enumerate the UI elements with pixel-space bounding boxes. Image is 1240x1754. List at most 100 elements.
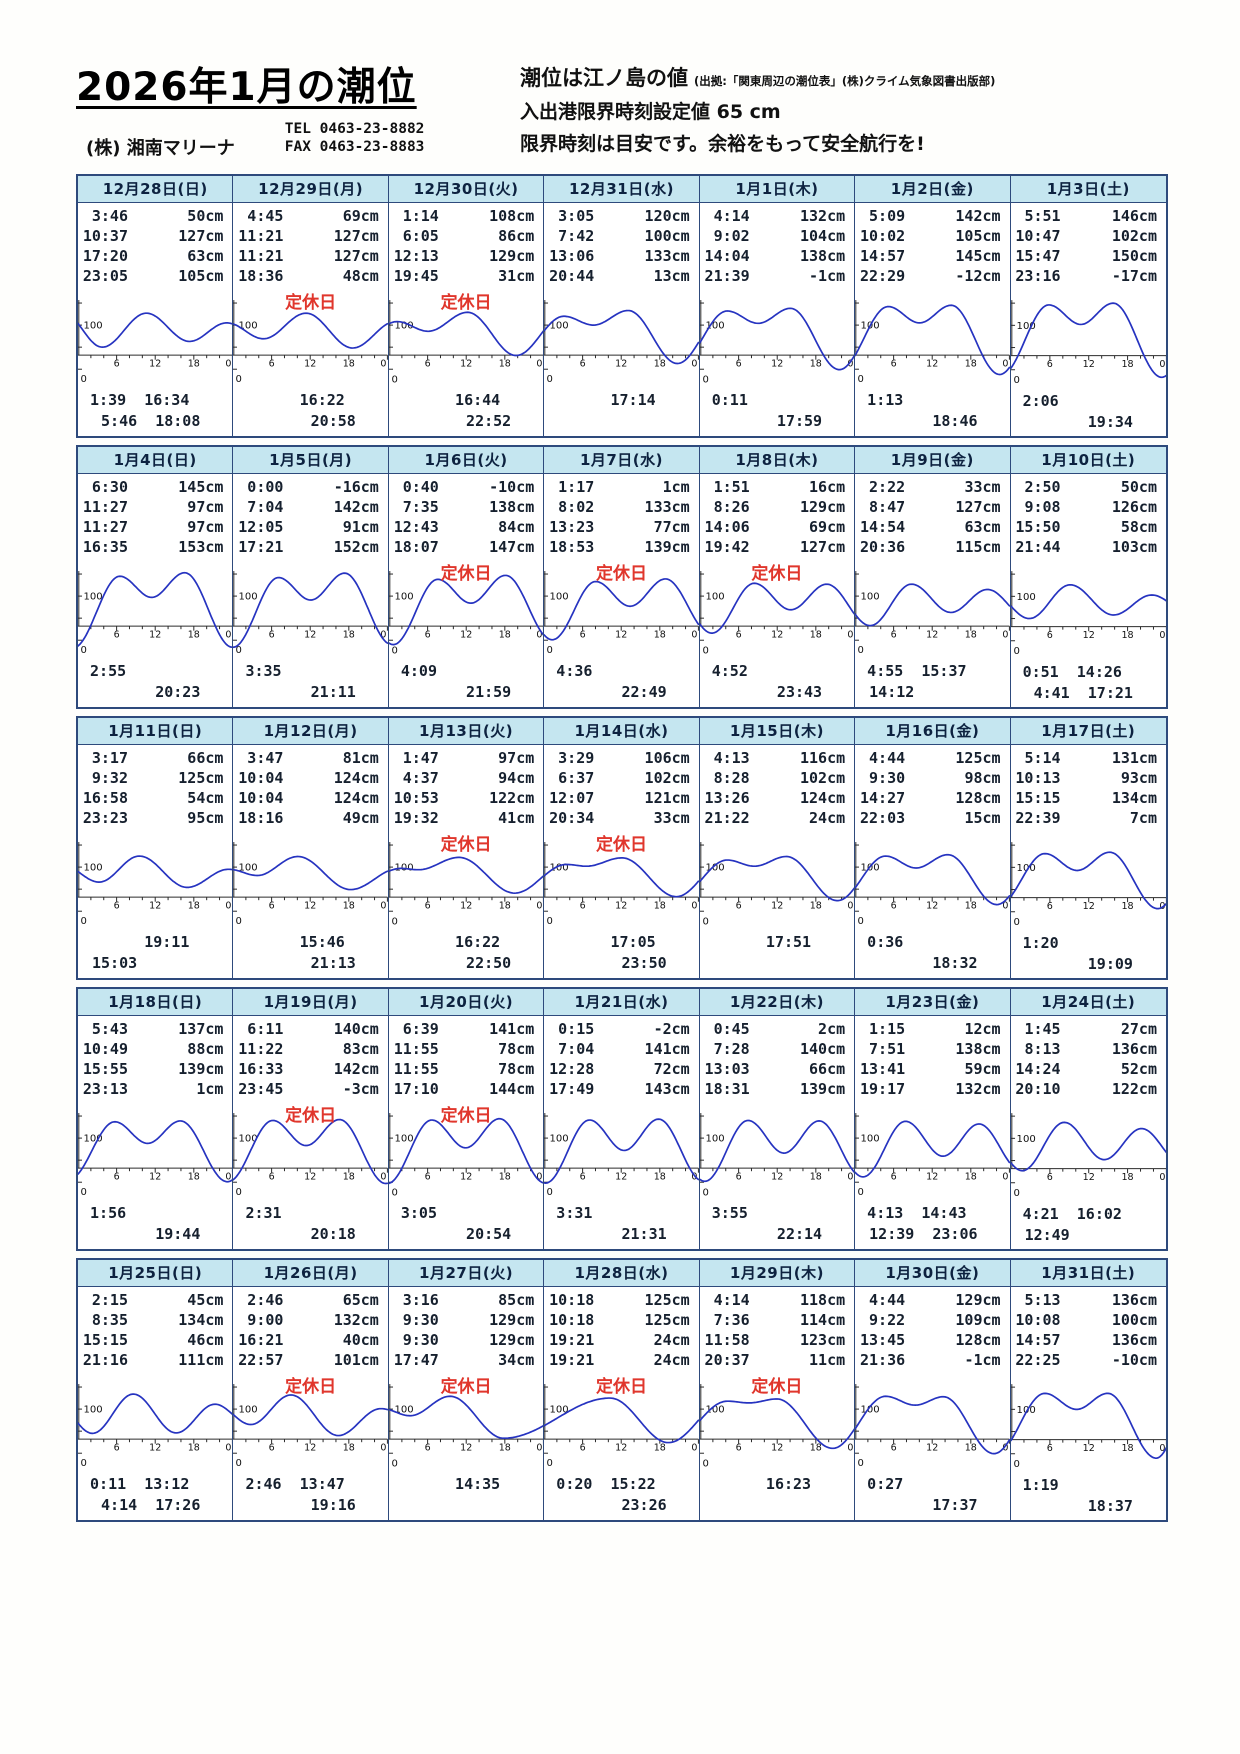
tide-row: 0:00 -16cm — [233, 477, 387, 497]
limit-times-line2: 22:50 — [402, 954, 512, 973]
tide-list: 3:16 85cm 9:30 129cm 9:30 129cm 17:47 34cm — [389, 1290, 543, 1370]
tide-chart-area: 100 0 6 12 18 0 — [855, 830, 1010, 932]
tide-chart: 100 0 6 12 18 0 — [78, 300, 233, 385]
tide-height: -2cm — [653, 1019, 690, 1038]
tide-list: 5:13 136cm 10:08 100cm 14:57 136cm 22:25 -10cm — [1011, 1290, 1166, 1370]
tide-list: 2:22 33cm 8:47 127cm 14:54 63cm 20:36 115cm — [855, 477, 1009, 557]
svg-text:12: 12 — [1082, 1443, 1094, 1454]
tide-row: 16:21 40cm — [233, 1330, 387, 1350]
tide-row: 5:13 136cm — [1011, 1290, 1166, 1310]
tide-chart: 100 0 6 12 18 0 — [855, 1383, 1010, 1469]
tide-row: 13:03 66cm — [700, 1059, 854, 1079]
tide-time: 7:35 — [402, 497, 439, 516]
tide-height: 143cm — [644, 1079, 690, 1098]
day-header: 1月17日(土) — [1041, 721, 1136, 740]
tide-chart-area: 100 0 6 12 18 0 — [1010, 1372, 1166, 1475]
week-body-row: 3:17 66cm 9:32 125cm 16:58 54cm 23:23 95cm 100 0 6… — [78, 744, 1166, 978]
tide-height: 142cm — [333, 1059, 379, 1078]
tide-row: 23:13 1cm — [78, 1079, 232, 1099]
svg-text:18: 18 — [499, 630, 511, 641]
tide-time: 10:47 — [1015, 227, 1061, 245]
tide-height: 97cm — [187, 517, 224, 536]
week-header-row: 12月28日(日) 12月29日(月) 12月30日(火) 12月31日(水) 1月1日… — [78, 176, 1166, 203]
limit-times-line2: 12:49 — [1024, 1225, 1070, 1244]
tide-time: 12:07 — [549, 788, 595, 807]
svg-text:18: 18 — [499, 1442, 511, 1453]
svg-text:0: 0 — [381, 630, 387, 641]
tide-chart-area: 定休日 100 0 6 12 18 0 — [544, 559, 699, 661]
tide-chart-area: 定休日 100 0 6 12 18 0 — [388, 288, 544, 390]
tide-row: 23:45 -3cm — [233, 1079, 387, 1099]
day-header: 1月30日(金) — [855, 1259, 1011, 1286]
tide-list: 5:43 137cm 10:49 88cm 15:55 139cm 23:13 1cm — [78, 1019, 232, 1099]
day-cell: 0:45 2cm 7:28 140cm 13:03 66cm 18:31 139cm 100 0 6… — [699, 1015, 856, 1249]
tide-height: 100cm — [644, 227, 690, 245]
tide-chart: 100 0 6 12 18 0 — [388, 1383, 544, 1469]
tide-row: 5:43 137cm — [78, 1019, 232, 1039]
limit-times-line1: 1:39 16:34 — [81, 391, 190, 410]
tide-time: 14:54 — [859, 517, 906, 536]
svg-text:18: 18 — [809, 901, 821, 912]
limit-times-line2: 22:52 — [402, 412, 512, 431]
tide-row: 21:39 -1cm — [700, 266, 854, 286]
tide-row: 1:14 108cm — [389, 206, 543, 226]
svg-text:0: 0 — [547, 645, 553, 656]
tide-row: 15:15 46cm — [78, 1330, 232, 1350]
tide-height: 129cm — [799, 497, 846, 516]
tide-time: 8:26 — [713, 497, 750, 516]
limit-times-line1: 4:09 — [391, 662, 437, 681]
svg-text:6: 6 — [580, 630, 586, 641]
tide-time: 14:57 — [859, 247, 906, 265]
tide-time: 21:44 — [1015, 537, 1061, 556]
svg-text:0: 0 — [381, 359, 387, 370]
limit-times-line2: 17:37 — [869, 1496, 978, 1515]
tide-height: 66cm — [187, 748, 224, 767]
tide-height: 145cm — [178, 477, 224, 496]
tide-time: 14:27 — [859, 788, 906, 807]
limit-times-line1: 17:14 — [547, 391, 656, 410]
tide-chart: 100 0 6 12 18 0 — [388, 570, 544, 656]
tide-time: 12:28 — [549, 1059, 595, 1078]
tide-calendar: 12月28日(日) 12月29日(月) 12月30日(火) 12月31日(水) 1月1日… — [76, 174, 1168, 1522]
svg-text:6: 6 — [891, 359, 897, 370]
tide-row: 1:15 12cm — [855, 1019, 1009, 1039]
tide-height: 150cm — [1111, 247, 1157, 265]
tide-time: 7:36 — [713, 1310, 750, 1329]
tide-height: 114cm — [799, 1310, 846, 1329]
tide-row: 12:13 129cm — [389, 246, 543, 266]
svg-text:6: 6 — [114, 901, 120, 912]
tide-chart: 100 0 6 12 18 0 — [544, 841, 699, 927]
tide-row: 20:10 122cm — [1011, 1079, 1166, 1099]
tide-row: 14:27 128cm — [855, 788, 1009, 808]
svg-text:100: 100 — [239, 1133, 258, 1144]
tide-height: 133cm — [644, 247, 690, 265]
svg-text:0: 0 — [536, 1172, 542, 1183]
tide-row: 0:45 2cm — [700, 1019, 854, 1039]
tide-time: 7:28 — [713, 1039, 750, 1058]
tide-row: 14:24 52cm — [1011, 1059, 1166, 1079]
tide-time: 16:58 — [82, 788, 128, 807]
svg-text:6: 6 — [1046, 1172, 1052, 1183]
tide-row: 23:05 105cm — [78, 266, 232, 286]
svg-text:0: 0 — [1159, 359, 1165, 370]
svg-text:0: 0 — [81, 1458, 87, 1469]
tide-time: 7:51 — [869, 1039, 906, 1058]
tide-time: 13:23 — [549, 517, 595, 536]
limit-times-line1: 0:51 14:26 — [1013, 662, 1122, 681]
svg-text:0: 0 — [1003, 630, 1009, 641]
svg-text:100: 100 — [1016, 592, 1035, 603]
limit-times-line2: 22:49 — [558, 683, 667, 702]
svg-text:100: 100 — [861, 1404, 880, 1415]
tide-list: 3:05 120cm 7:42 100cm 13:06 133cm 20:44 13cm — [544, 206, 698, 286]
limit-times-line2: 17:59 — [713, 412, 823, 431]
tide-row: 6:30 145cm — [78, 477, 232, 497]
svg-text:18: 18 — [499, 901, 511, 912]
day-header: 1月22日(木) — [700, 988, 856, 1015]
svg-text:12: 12 — [149, 630, 161, 641]
day-cell: 2:50 50cm 9:08 126cm 15:50 58cm 21:44 103cm 100 0… — [1010, 474, 1166, 707]
tide-row: 22:25 -10cm — [1011, 1350, 1166, 1370]
limit-times-line2 — [544, 411, 698, 432]
svg-text:18: 18 — [343, 359, 355, 370]
svg-text:6: 6 — [424, 901, 430, 912]
tide-height: 134cm — [1111, 788, 1157, 807]
